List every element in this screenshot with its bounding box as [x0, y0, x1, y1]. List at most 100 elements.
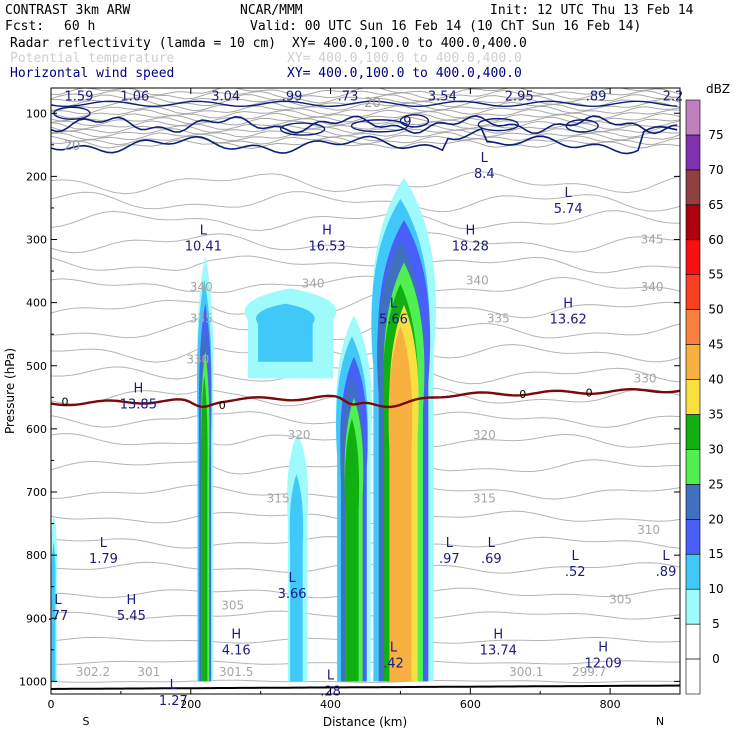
colorbar-swatch [685, 309, 701, 345]
extremum-type: H [563, 296, 573, 311]
y-tick-label: 900 [26, 612, 47, 625]
extremum-marker: H13.62 [550, 296, 587, 327]
extremum-value: 13.85 [120, 397, 157, 412]
theta-isentrope-strat [51, 120, 680, 130]
top-wind-values: 1.59 1.06 3.04 .99 .73 3.54 2.95 .89 2.2 [64, 90, 683, 105]
extremum-marker: H16.53 [308, 224, 345, 255]
theta-label: 330 [186, 352, 209, 366]
header: CONTRAST 3km ARW NCAR/MMM Init: 12 UTC T… [5, 3, 694, 81]
extremum-marker: L.89 [656, 549, 677, 580]
reflectivity-band [51, 541, 56, 682]
top-wind-value: .73 [338, 90, 359, 105]
extremum-value: 5.66 [379, 312, 408, 327]
extremum-value: .97 [439, 552, 460, 567]
extremum-type: H [126, 593, 136, 608]
wind-contour-ellipse [565, 119, 599, 133]
theta-isentrope-strat [51, 116, 680, 127]
extremum-type: L [170, 678, 178, 693]
extremum-marker: H18.28 [452, 224, 489, 255]
extremum-type: H [465, 224, 475, 239]
colorbar-swatch [685, 484, 701, 520]
field-wind-speed: Horizontal wind speed [10, 66, 174, 81]
y-tick-label: 400 [26, 297, 47, 310]
field-reflectivity: Radar reflectivity (lamda = 10 cm) [10, 36, 276, 51]
theta-label: 340 [190, 280, 213, 294]
extremum-marker: L1.79 [89, 536, 118, 567]
extremum-value: 1.27 [159, 694, 188, 709]
extremum-value: .69 [481, 552, 502, 567]
extremum-value: 12.09 [585, 656, 622, 671]
model-title: CONTRAST 3km ARW [5, 3, 130, 18]
x-tick-label: 800 [600, 698, 621, 711]
fcst-value: 60 h [64, 19, 95, 34]
colorbar-swatch [685, 204, 701, 241]
colorbar-swatch [685, 414, 701, 450]
theta-isentrope [51, 255, 680, 274]
reflectivity-field [51, 177, 436, 682]
extremum-value: 13.62 [550, 312, 587, 327]
extremum-value: 13.74 [480, 644, 517, 659]
extremum-value: 16.53 [308, 240, 345, 255]
extremum-type: L [446, 536, 454, 551]
y-tick-label: 1000 [19, 675, 47, 688]
theta-label: 301 [137, 665, 160, 679]
colorbar-level-label: 60 [708, 233, 723, 247]
colorbar-level-label: 10 [708, 582, 723, 596]
reflectivity-column [244, 288, 337, 379]
top-wind-value: 1.06 [120, 90, 149, 105]
theta-isentrope [51, 210, 680, 232]
x-tick-label: 400 [320, 698, 341, 711]
extremum-type: L [54, 593, 62, 608]
theta-label: 330 [634, 371, 657, 385]
extremum-type: L [565, 186, 573, 201]
wind-extrema: L8.4L5.74L10.41H16.53H18.28L5.66H13.62H1… [48, 151, 677, 709]
colorbar-swatch [685, 239, 701, 276]
extremum-type: H [133, 381, 143, 396]
extremum-type: L [662, 549, 670, 564]
freezing-level-label: 0 [586, 386, 593, 399]
wind-contour-upper [51, 114, 678, 135]
y-tick-label: 700 [26, 486, 47, 499]
extremum-marker: L8.4 [474, 151, 495, 182]
wind-contour-label: 20 [64, 139, 81, 154]
freezing-level-label: 0 [519, 388, 526, 401]
colorbar-swatch [685, 623, 701, 660]
extremum-marker: L1.27 [159, 678, 188, 709]
fcst-label: Fcst: [5, 19, 44, 34]
theta-label: 320 [288, 428, 311, 442]
theta-isentrope-strat [51, 88, 680, 96]
field-wind-speed-xy: XY= 400.0,100.0 to 400.0,400.0 [287, 66, 522, 81]
colorbar-level-label: 70 [708, 163, 723, 177]
reflectivity-band [256, 303, 315, 362]
top-wind-value: .89 [586, 90, 607, 105]
extremum-value: 1.79 [89, 552, 118, 567]
field-potential-temperature: Potential temperature [10, 51, 175, 66]
theta-isentrope [51, 318, 680, 341]
theta-isentrope-strat [51, 108, 680, 119]
field-potential-temperature-xy: XY= 400.0,100.0 to 400.0,400.0 [287, 51, 522, 66]
theta-label: 305 [221, 599, 244, 613]
theta-label: 300.1 [509, 665, 543, 679]
reflectivity-band [344, 418, 360, 682]
colorbar-level-label: 15 [708, 547, 723, 561]
top-wind-value: 2.95 [505, 90, 534, 105]
plot-frame [50, 87, 681, 695]
init-time: Init: 12 UTC Thu 13 Feb 14 [490, 3, 694, 18]
x-tick-label: 200 [180, 698, 201, 711]
extremum-marker: H12.09 [585, 640, 622, 671]
extremum-value: 8.4 [474, 167, 495, 182]
extremum-type: L [481, 151, 489, 166]
colorbar-level-label: 20 [708, 512, 723, 526]
extremum-value: 4.16 [222, 644, 251, 659]
field-reflectivity-xy: XY= 400.0,100.0 to 400.0,400.0 [292, 36, 527, 51]
reflectivity-band [388, 326, 413, 682]
colorbar-swatch [685, 274, 701, 310]
extremum-type: H [493, 628, 503, 643]
extremum-marker: L10.41 [185, 224, 222, 255]
colorbar-level-label: 65 [708, 198, 723, 212]
reflectivity-column [371, 177, 436, 682]
colorbar-swatch-bottom [685, 658, 701, 695]
extremum-marker: L.52 [565, 549, 586, 580]
colorbar-level-label: 55 [708, 268, 723, 282]
